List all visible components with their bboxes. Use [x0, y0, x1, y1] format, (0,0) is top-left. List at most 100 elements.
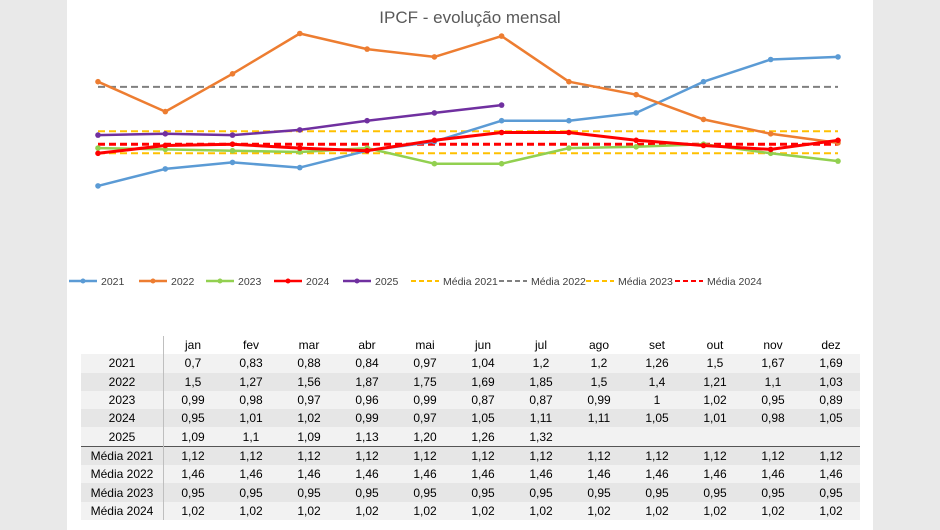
table-cell: 1,46 — [280, 465, 338, 484]
table-row-label: 2021 — [81, 354, 164, 373]
table-cell: 1,56 — [280, 372, 338, 391]
table-cell: 0,95 — [570, 483, 628, 502]
chart-legend: 2021 2022 2023 2024 2025 Média 2021 Média 2022… — [69, 276, 762, 288]
table-cell: 0,95 — [222, 483, 280, 502]
point-2023-jun — [431, 160, 438, 167]
point-2025-jun — [431, 110, 438, 116]
table-cell: 1,12 — [802, 445, 860, 466]
point-2021-set — [633, 110, 639, 116]
legend-label: 2023 — [238, 276, 262, 288]
point-2023-nov — [767, 150, 774, 157]
table-row-label: Média 2024 — [81, 501, 164, 520]
point-2023-ago — [566, 145, 572, 151]
point-2021-jan — [95, 183, 101, 189]
point-2021-out — [700, 78, 707, 85]
point-2024-fev — [162, 142, 169, 149]
table-cell: 1,02 — [338, 501, 396, 520]
table-cell: 1,12 — [512, 445, 570, 466]
table-cell: 0,89 — [802, 390, 860, 410]
table-cell: 1,01 — [222, 409, 280, 428]
table-cell: 0,95 — [163, 409, 222, 428]
legend-entry-media-2022: Média 2022 — [499, 276, 586, 288]
table-cell: 1,09 — [280, 427, 338, 447]
table-cell: 0,87 — [512, 390, 570, 410]
table-cell: 1,12 — [338, 445, 396, 466]
table-cell: 1,12 — [744, 445, 802, 466]
table-row: 2023 0,99 0,98 0,97 0,96 0,99 0,87 0,87 0,99 1 1,0… — [81, 390, 860, 410]
table-cell: 0,96 — [338, 390, 396, 410]
table-cell: 1,12 — [396, 445, 454, 466]
point-2022-set — [633, 91, 639, 98]
table-cell: 1,02 — [222, 501, 280, 520]
table-cell: 1,32 — [512, 427, 570, 447]
table-cell: 1,02 — [163, 501, 222, 520]
table-row-label: Média 2022 — [81, 465, 164, 484]
table-cell: 0,84 — [338, 354, 396, 373]
point-2023-abr — [297, 149, 303, 155]
point-2025-fev — [162, 131, 169, 137]
point-2022-jan — [95, 78, 101, 85]
point-2023-mar — [229, 147, 236, 154]
table-cell: 0,95 — [512, 483, 570, 502]
table-cell: 1,85 — [512, 372, 570, 391]
table-cell: 1,02 — [802, 501, 860, 520]
table-row: 2021 0,7 0,83 0,88 0,84 0,97 1,04 1,2 1,2 1,26 1,5… — [81, 354, 860, 373]
legend-label: 2024 — [306, 276, 330, 288]
table-row: 2025 1,09 1,1 1,09 1,13 1,20 1,26 1,32 — [81, 427, 860, 447]
point-2023-dez — [835, 158, 841, 164]
legend-marker — [80, 278, 86, 284]
table-cell: 1,02 — [280, 409, 338, 428]
table-cell: 1,02 — [512, 501, 570, 520]
point-2021-mar — [229, 159, 236, 166]
point-2024-out — [700, 142, 707, 149]
table-cell: 1,02 — [686, 390, 744, 410]
table-cell: 1,02 — [396, 501, 454, 520]
table-cell — [744, 427, 802, 447]
table-cell: 1,02 — [280, 501, 338, 520]
table-cell: 0,95 — [628, 483, 686, 502]
table-cell: 1,12 — [686, 445, 744, 466]
table-column-header: jun — [454, 336, 512, 355]
table-column-header: nov — [744, 336, 802, 355]
table-cell: 0,95 — [396, 483, 454, 502]
table-row-label: 2022 — [81, 372, 164, 391]
point-2025-abr — [297, 127, 303, 133]
table-cell: 0,98 — [744, 409, 802, 428]
point-2024-ago — [566, 129, 572, 136]
point-2021-jul — [498, 117, 505, 124]
table-cell: 1,46 — [802, 465, 860, 484]
table-cell: 1,26 — [628, 354, 686, 373]
point-2024-jun — [431, 137, 438, 144]
table-cell: 1,11 — [512, 409, 570, 428]
table-row: 2022 1,5 1,27 1,56 1,87 1,75 1,69 1,85 1,5 1,4 1,2… — [81, 372, 860, 391]
table-cell: 0,95 — [686, 483, 744, 502]
legend-entry-2021: 2021 — [69, 276, 125, 288]
table-cell — [628, 427, 686, 447]
point-2024-nov — [767, 146, 774, 153]
table-cell: 1,2 — [512, 354, 570, 373]
table-column-header: jul — [512, 336, 570, 355]
table-cell: 1,21 — [686, 372, 744, 391]
table-cell: 1,46 — [396, 465, 454, 484]
legend-marker — [285, 278, 291, 284]
table-cell: 1,12 — [570, 445, 628, 466]
legend-marker — [217, 278, 223, 284]
point-2022-jul — [498, 33, 505, 39]
point-2023-jul — [498, 160, 505, 167]
legend-entry-2024: 2024 — [274, 276, 330, 288]
table-cell: 0,98 — [222, 390, 280, 410]
legend-entry-media-2024: Média 2024 — [675, 276, 762, 288]
point-2022-nov — [767, 131, 774, 137]
table-cell: 1,1 — [222, 427, 280, 447]
table-cell: 1,5 — [570, 372, 628, 391]
table-cell: 1,02 — [628, 501, 686, 520]
point-2024-mar — [229, 141, 236, 147]
table-cell: 1,4 — [628, 372, 686, 391]
table-cell: 0,97 — [280, 390, 338, 410]
chart-panel: IPCF - evolução mensal 2021 2022 2023 2024 2… — [67, 0, 873, 530]
point-2024-mai — [364, 147, 370, 154]
data-table: jan fev mar abr mai jun jul ago set out nov dez 202… — [81, 336, 860, 520]
legend-entry-media-2023: Média 2023 — [586, 276, 673, 288]
table-cell: 0,95 — [744, 483, 802, 502]
legend-label: Média 2023 — [618, 276, 673, 288]
